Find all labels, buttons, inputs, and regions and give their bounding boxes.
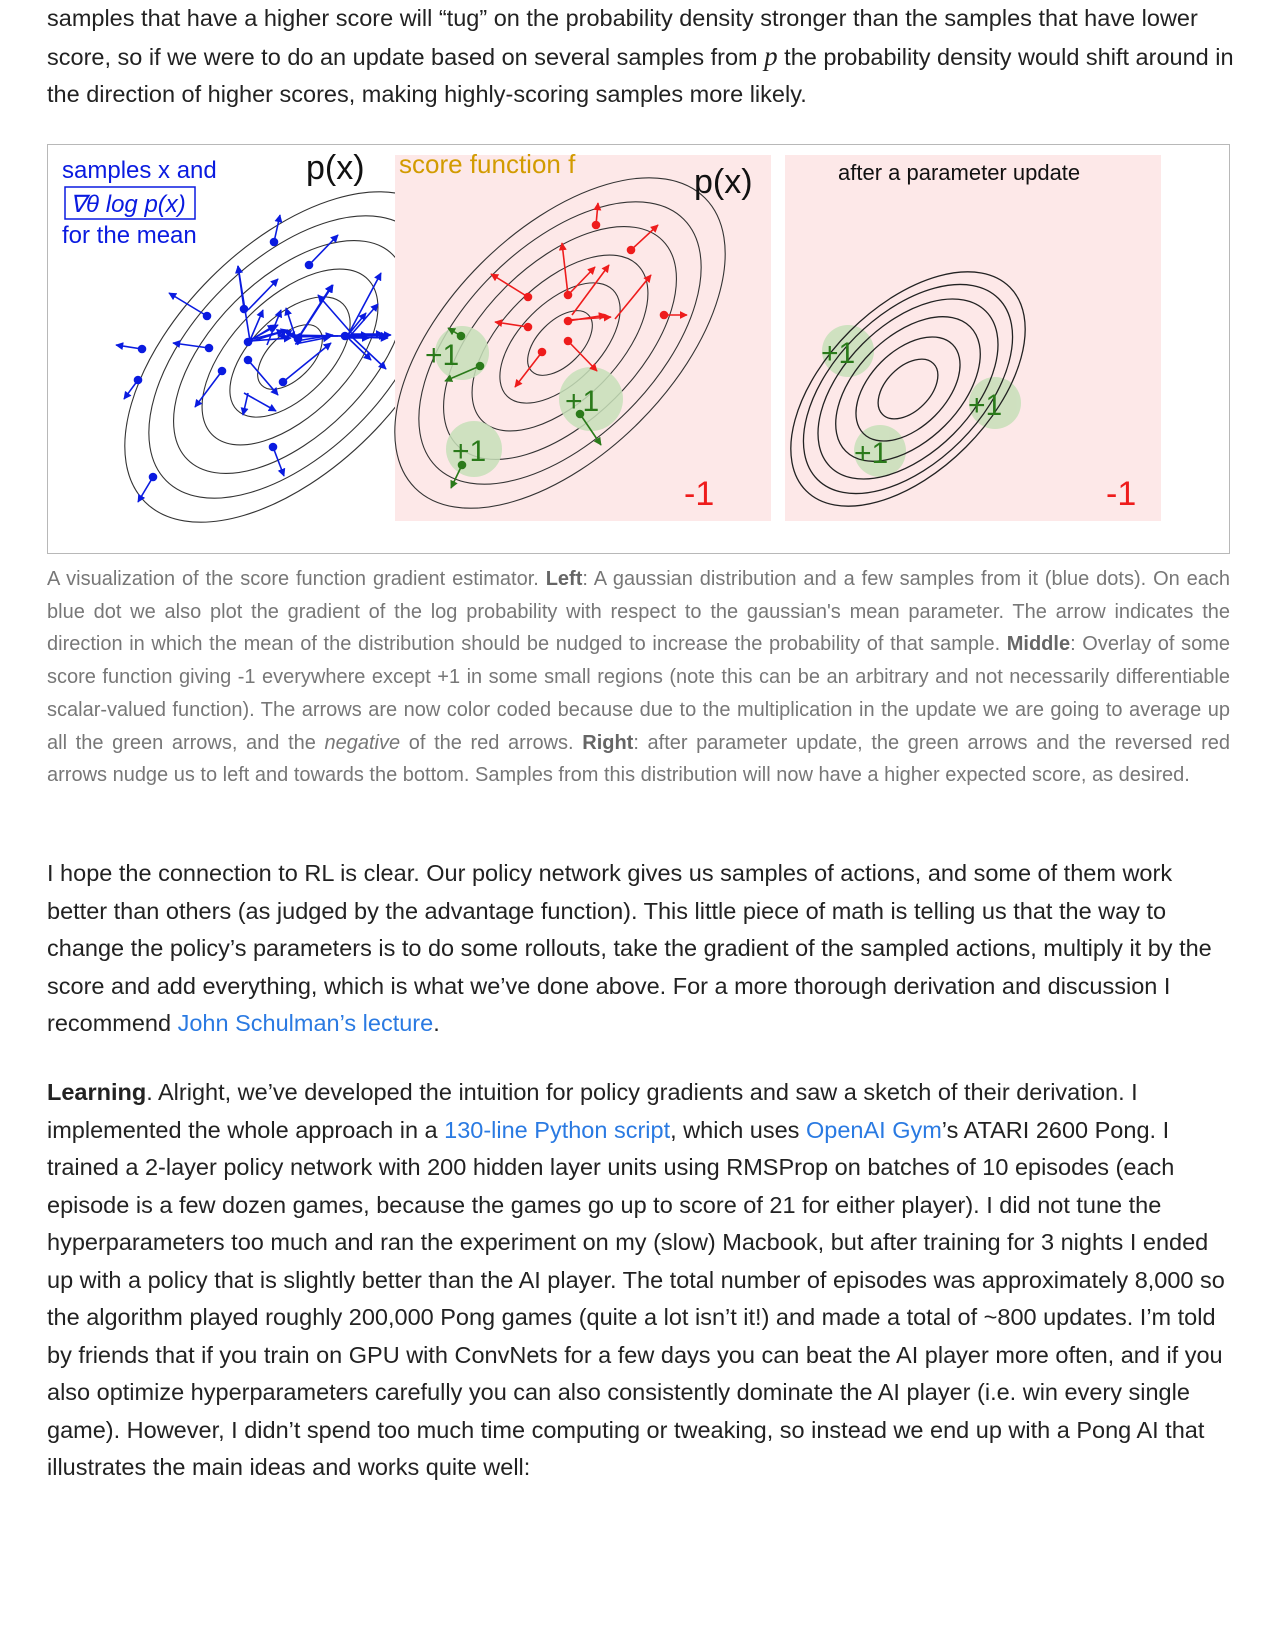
rl-connection-end: . (433, 1010, 440, 1036)
middle-minus-label: -1 (684, 475, 714, 513)
middle-plus-label-2: +1 (565, 385, 599, 418)
caption-left-bold: Left (545, 568, 583, 590)
middle-red-arrows (490, 202, 688, 388)
figure-svg: samples x and ∇θ log p(x) for the mean p… (62, 149, 1161, 523)
left-px-label: p(x) (306, 149, 365, 187)
intro-text: samples that have a higher score will “t… (47, 5, 1198, 70)
middle-green-blobs (435, 326, 623, 477)
learning-text-2: , which uses (670, 1116, 806, 1143)
caption-middle-bold: Middle (1006, 633, 1071, 656)
caption-text-5: : after parameter update, the green arro… (47, 731, 1230, 787)
learning-paragraph: Learning. Alright, we’ve developed the i… (47, 1074, 1237, 1487)
caption-text-1: A visualization of the score function gr… (47, 568, 546, 590)
figure-score-function: samples x and ∇θ log p(x) for the mean p… (47, 144, 1230, 554)
schulman-lecture-link[interactable]: John Schulman’s lecture (177, 1010, 434, 1036)
right-panel: after a parameter update +1 +1 +1 -1 (785, 155, 1161, 521)
right-plus-label-1: +1 (821, 337, 855, 370)
middle-plus-label-3: +1 (452, 435, 486, 468)
rl-connection-paragraph: I hope the connection to RL is clear. Ou… (47, 855, 1237, 1043)
left-label-math: ∇θ log p(x) (70, 191, 186, 218)
openai-gym-link[interactable]: OpenAI Gym (805, 1116, 942, 1143)
figure-caption: A visualization of the score function gr… (47, 563, 1230, 792)
left-label-box (64, 186, 196, 220)
left-label-line3: for the mean (62, 222, 197, 249)
caption-text-3: : Overlay of some score function giving … (47, 633, 1231, 754)
left-contours (124, 191, 456, 523)
caption-text-4: of the red arrows. (400, 731, 583, 754)
right-plus-label-2: +1 (854, 437, 888, 470)
math-p: p (764, 40, 778, 71)
left-arrows (115, 214, 392, 503)
middle-score-label: score function f (399, 149, 576, 179)
right-plus-label-3: +1 (968, 389, 1002, 422)
caption-right-bold: Right (582, 731, 634, 754)
middle-green-arrows (444, 327, 602, 489)
left-label-line1: samples x and (62, 157, 217, 184)
caption-negative-italic: negative (324, 731, 401, 754)
intro-paragraph: samples that have a higher score will “t… (47, 0, 1237, 114)
learning-bold: Learning (47, 1079, 147, 1105)
python-script-link[interactable]: 130-line Python script (444, 1116, 671, 1143)
intro-text-end: the probability density would shift arou… (47, 43, 1234, 108)
middle-panel: score function f p(x) +1 +1 +1 -1 (394, 149, 771, 521)
rl-connection-text: I hope the connection to RL is clear. Ou… (47, 860, 1212, 1036)
right-contours (790, 271, 1026, 507)
learning-text-1: . Alright, we’ve developed the intuition… (47, 1079, 1138, 1143)
middle-px-label: p(x) (694, 163, 753, 201)
right-minus-label: -1 (1106, 475, 1136, 513)
right-title: after a parameter update (838, 160, 1080, 185)
learning-text-3: ’s ATARI 2600 Pong. I trained a 2-layer … (47, 1116, 1225, 1481)
middle-plus-label-1: +1 (425, 339, 459, 372)
left-panel: samples x and ∇θ log p(x) for the mean p… (62, 149, 456, 523)
caption-text-2: : A gaussian distribution and a few samp… (47, 568, 1231, 656)
